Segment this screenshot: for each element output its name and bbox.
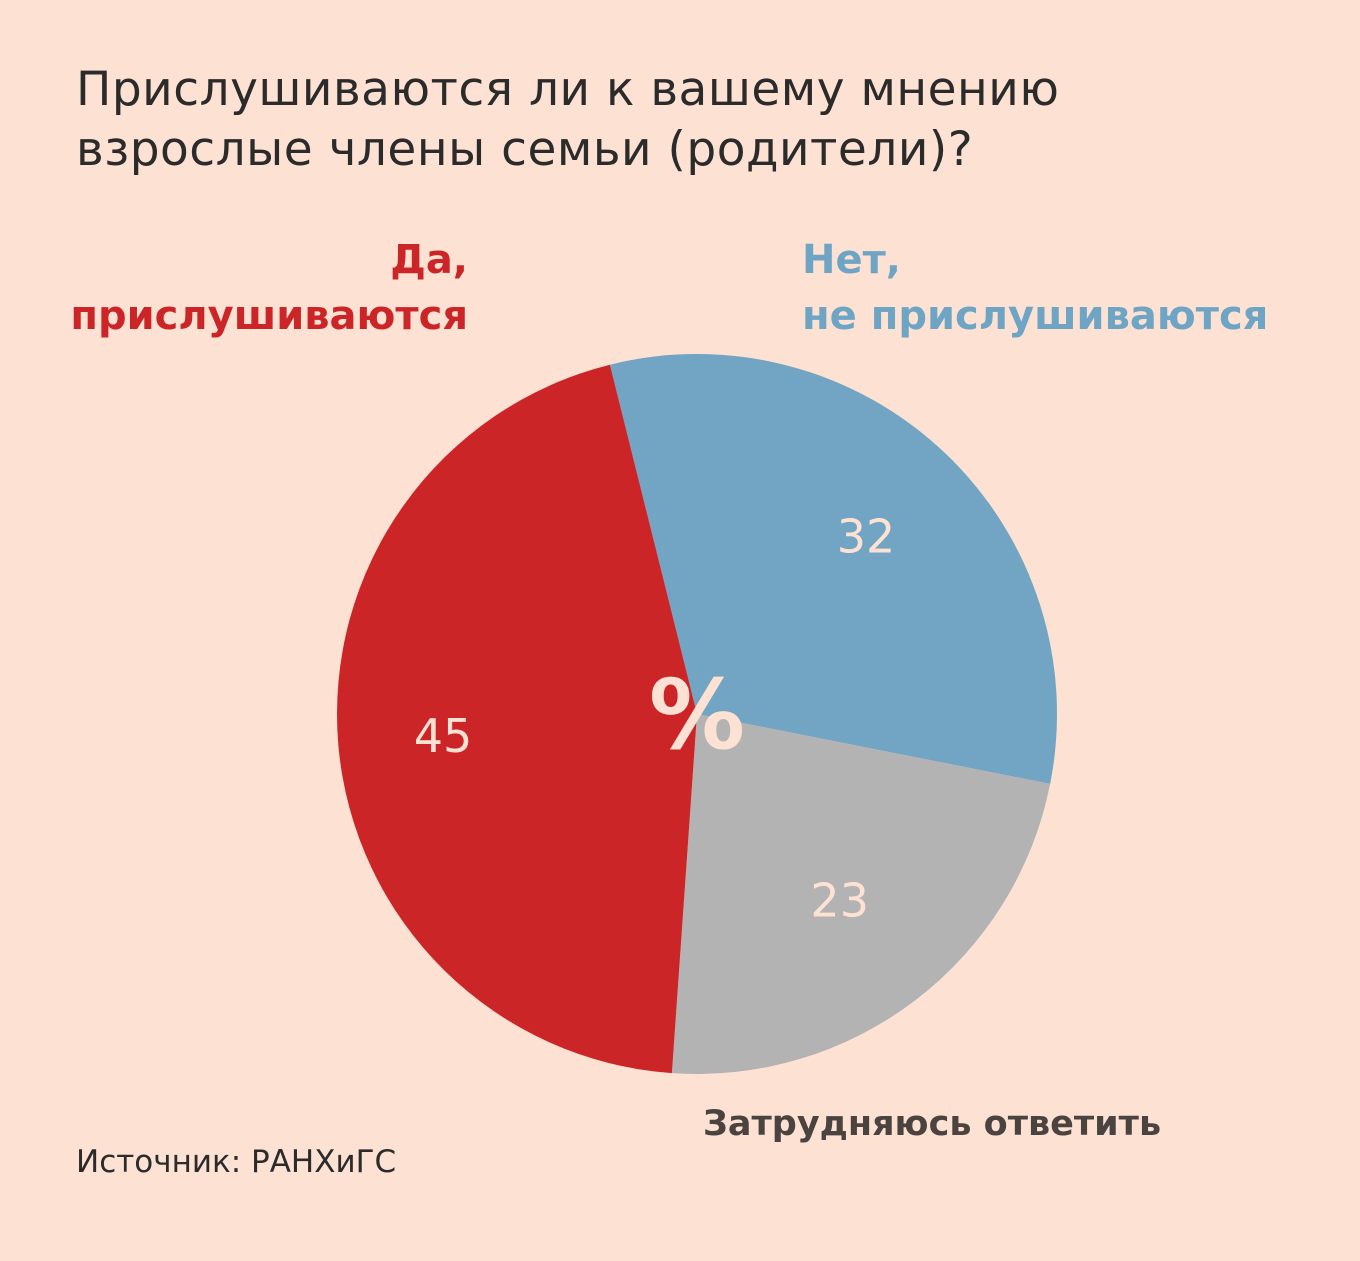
pie-label-hard: 23 xyxy=(810,874,869,928)
source-note: Источник: РАНХиГС xyxy=(76,1144,397,1180)
legend-no: Нет, не прислушиваются xyxy=(802,232,1282,344)
pie-slice-yes xyxy=(337,364,697,1074)
legend-no-line-1: Нет, xyxy=(802,237,901,283)
legend-yes: Да, прислушиваются xyxy=(60,232,468,344)
percent-symbol: % xyxy=(649,659,745,771)
pie-slice-hard xyxy=(671,714,1051,1074)
chart-title: Прислушиваются ли к вашему мнению взросл… xyxy=(76,60,1176,180)
chart-title-line-2: взрослые члены семьи (родители)? xyxy=(76,122,974,177)
legend-hard-to-answer: Затрудняюсь ответить xyxy=(703,1104,1162,1144)
legend-yes-line-2: прислушиваются xyxy=(70,293,468,339)
pie-label-no: 32 xyxy=(837,510,896,564)
pie-slices xyxy=(337,353,1057,1074)
pie-slice-no xyxy=(609,353,1057,784)
pie-label-yes: 45 xyxy=(414,709,473,763)
legend-yes-line-1: Да, xyxy=(390,237,468,283)
pie-value-labels: 32 23 45 xyxy=(414,510,896,928)
chart-title-line-1: Прислушиваются ли к вашему мнению xyxy=(76,62,1060,117)
legend-no-line-2: не прислушиваются xyxy=(802,293,1269,339)
